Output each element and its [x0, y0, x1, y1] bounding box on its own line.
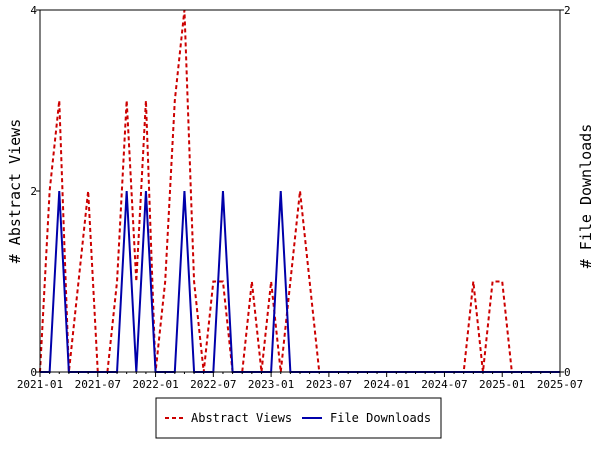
y-left-tick-label: 2 — [30, 185, 37, 198]
x-tick-label: 2021-01 — [17, 378, 63, 391]
legend-label-file-downloads: File Downloads — [330, 411, 431, 425]
x-tick-label: 2024-07 — [421, 378, 467, 391]
y-left-tick-label: 0 — [30, 366, 37, 379]
x-tick-label: 2023-01 — [248, 378, 294, 391]
series-line-file-downloads — [40, 190, 560, 373]
legend-box — [155, 397, 442, 439]
legend-label-abstract-views: Abstract Views — [191, 411, 292, 425]
y-right-tick-label: 0 — [564, 366, 571, 379]
x-tick-label: 2022-07 — [190, 378, 236, 391]
legend: Abstract Views File Downloads — [155, 397, 442, 439]
y-right-tick-label: 2 — [564, 4, 571, 17]
x-tick-label: 2024-01 — [363, 378, 409, 391]
ticks-layer: 2021-01 2021-07 2022-01 2022-07 2023-01 2023-… — [17, 4, 583, 391]
x-tick-label: 2023-07 — [306, 378, 352, 391]
y-axis-title-right: # File Downloads — [577, 124, 595, 269]
series-line-abstract-views — [39, 9, 560, 373]
x-tick-label: 2022-01 — [132, 378, 178, 391]
y-axis-title-left: # Abstract Views — [6, 119, 24, 264]
plot-frame — [39, 9, 561, 373]
y-left-tick-label: 4 — [30, 4, 37, 17]
series-layer — [39, 9, 560, 373]
x-tick-label: 2021-07 — [75, 378, 121, 391]
x-tick-label: 2025-07 — [537, 378, 583, 391]
x-tick-label: 2025-01 — [479, 378, 525, 391]
